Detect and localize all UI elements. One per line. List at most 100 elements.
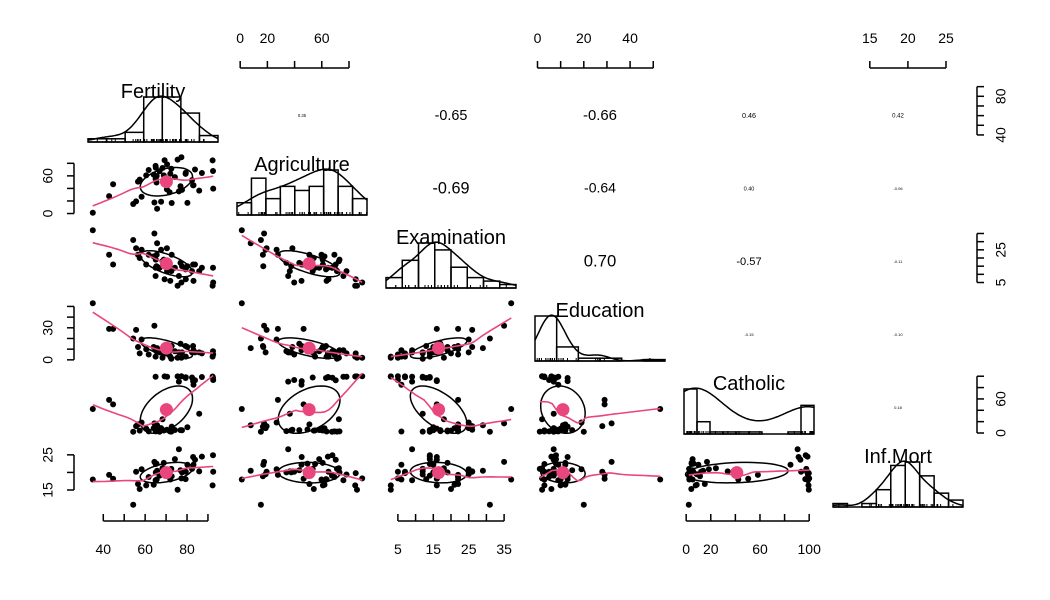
data-point <box>550 471 557 478</box>
data-point <box>331 251 338 258</box>
data-point <box>409 446 416 453</box>
bottom-axis-fertility: 40 60 80 <box>95 514 209 557</box>
tick-label: 20 <box>900 30 916 46</box>
loess-line <box>92 465 214 483</box>
scatter-examination-vs-fertility <box>89 227 217 289</box>
tick-label: 40 <box>95 541 111 557</box>
data-point <box>179 469 185 476</box>
top-axis-education: 0 20 40 <box>534 30 654 69</box>
data-point <box>198 350 205 357</box>
data-point <box>164 161 171 168</box>
data-point <box>171 456 178 463</box>
correlation-agriculture-inf-mort: -0.06 <box>893 186 903 191</box>
data-point <box>430 427 437 434</box>
tick-label: 25 <box>40 447 56 463</box>
data-point <box>261 230 268 237</box>
data-point <box>319 425 326 432</box>
data-point <box>601 401 608 408</box>
data-point <box>398 428 405 435</box>
tick-label: 0 <box>40 356 56 364</box>
data-point <box>110 261 117 268</box>
data-point <box>689 456 696 463</box>
centroid-point <box>302 466 316 480</box>
data-point <box>318 251 325 258</box>
data-point <box>685 501 692 508</box>
data-point <box>298 454 305 460</box>
data-point <box>486 428 493 435</box>
scatter-catholic-vs-agriculture <box>238 372 366 435</box>
data-point <box>291 377 298 383</box>
tick-label: 20 <box>576 30 592 46</box>
data-point <box>705 466 712 473</box>
data-point <box>398 461 405 468</box>
data-point <box>541 468 548 475</box>
data-point <box>336 256 343 263</box>
correlation-education-catholic: -0.15 <box>744 332 754 337</box>
histogram-catholic: Catholic <box>683 373 815 435</box>
variable-label-education: Education <box>556 300 645 322</box>
data-point <box>152 477 159 484</box>
data-point <box>440 354 447 361</box>
loess-line <box>241 468 363 481</box>
data-point <box>712 465 719 472</box>
data-point <box>130 201 137 207</box>
scatter-inf-mort-vs-fertility <box>89 446 217 508</box>
data-point <box>657 476 664 483</box>
data-point <box>182 276 189 283</box>
centroid-point <box>302 257 316 271</box>
data-point <box>196 187 203 194</box>
data-point <box>433 454 440 460</box>
correlation-agriculture-examination: -0.69 <box>433 179 470 197</box>
hist-bar <box>161 96 182 143</box>
tick-label: 30 <box>40 320 56 336</box>
data-point <box>692 482 699 489</box>
data-point <box>387 486 394 493</box>
data-point <box>289 245 296 252</box>
data-point <box>274 471 281 478</box>
data-point <box>89 300 96 307</box>
data-point <box>805 486 812 493</box>
data-point <box>323 266 329 273</box>
data-point <box>133 468 140 475</box>
histogram-examination: Examination <box>385 227 517 289</box>
left-axis-agriculture: 0 60 <box>40 162 75 217</box>
panels-layer: Fertility Agriculture Examination Education… <box>87 81 964 508</box>
tick-label: 40 <box>993 127 1009 143</box>
hist-bar <box>450 266 468 289</box>
loess-line <box>390 467 512 481</box>
data-point <box>318 476 325 483</box>
data-point <box>196 468 203 475</box>
centroid-point <box>302 403 316 417</box>
tick-label: 0 <box>682 541 690 557</box>
density-curve <box>534 314 666 362</box>
correlation-agriculture-education: -0.64 <box>584 180 616 196</box>
data-point <box>508 476 515 483</box>
data-point <box>151 199 158 206</box>
tick-label: 25 <box>938 30 954 46</box>
data-point <box>179 263 185 270</box>
data-point <box>433 482 440 489</box>
data-point <box>190 378 197 385</box>
scatter-education-vs-fertility <box>89 300 217 362</box>
loess-line <box>390 317 512 358</box>
data-point <box>285 446 292 453</box>
data-point <box>599 423 606 430</box>
data-point <box>262 425 269 432</box>
data-point <box>455 396 462 403</box>
data-point <box>158 198 165 205</box>
data-point <box>238 300 245 307</box>
data-point <box>192 166 198 173</box>
data-point <box>564 454 571 460</box>
hist-bar <box>800 404 815 435</box>
data-point <box>184 424 191 431</box>
data-point <box>152 162 159 169</box>
data-point <box>564 375 571 381</box>
centroid-point <box>159 175 173 189</box>
hist-bar <box>417 242 436 289</box>
data-point <box>161 276 168 283</box>
tick-label: 60 <box>993 391 1009 407</box>
loess-line <box>241 234 363 284</box>
centroid-point <box>159 341 173 355</box>
data-point <box>273 246 280 253</box>
data-point <box>257 428 264 435</box>
